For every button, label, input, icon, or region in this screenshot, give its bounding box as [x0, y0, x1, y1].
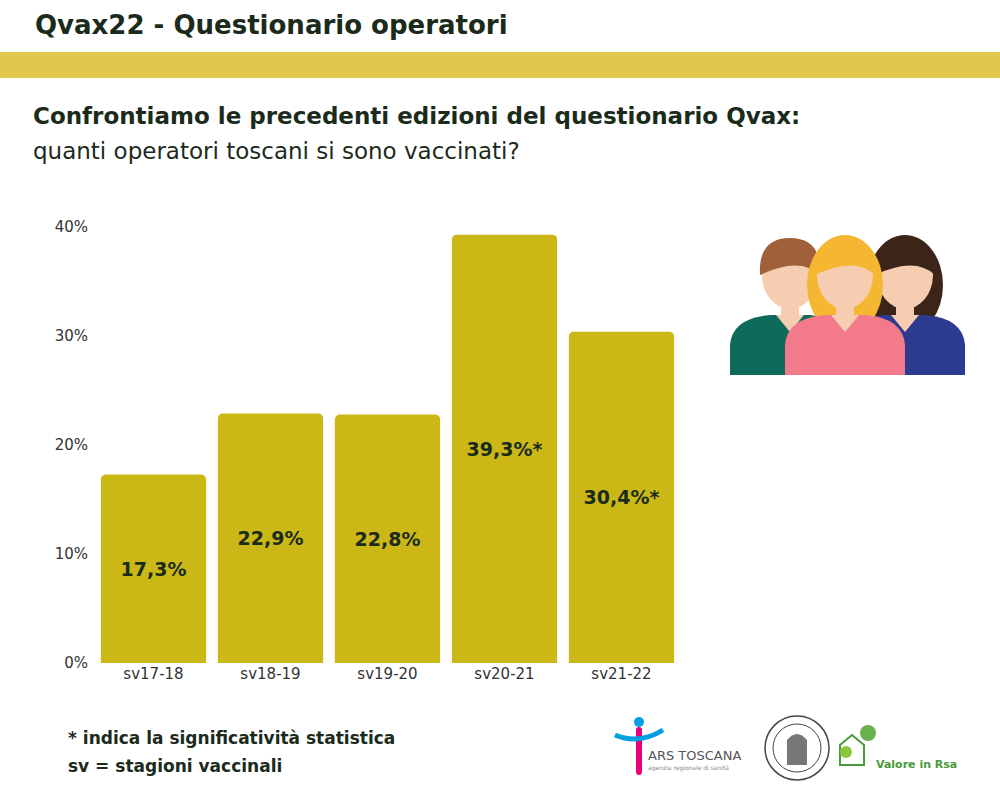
svg-text:agenzia regionale di sanità: agenzia regionale di sanità	[648, 764, 729, 772]
svg-text:22,9%: 22,9%	[238, 527, 304, 549]
svg-text:30,4%*: 30,4%*	[584, 486, 660, 508]
html-text:quanti operatori toscani si so: quanti operatori toscani si sono vaccina…	[33, 138, 520, 164]
svg-text:sv20-21: sv20-21	[474, 665, 534, 683]
svg-text:sv18-19: sv18-19	[240, 665, 300, 683]
svg-text:20%: 20%	[55, 436, 88, 454]
svg-text:sv19-20: sv19-20	[357, 665, 417, 683]
html-text:* indica la significatività st: * indica la significatività statistica	[68, 728, 396, 748]
svg-text:39,3%*: 39,3%*	[467, 438, 543, 460]
svg-text:ARS TOSCANA: ARS TOSCANA	[648, 748, 741, 763]
svg-text:sv17-18: sv17-18	[123, 665, 183, 683]
html-text:Confrontiamo le precedenti edi: Confrontiamo le precedenti edizioni del …	[33, 103, 801, 129]
svg-text:10%: 10%	[55, 545, 88, 563]
svg-text:30%: 30%	[55, 327, 88, 345]
svg-text:22,8%: 22,8%	[355, 528, 421, 550]
svg-text:40%: 40%	[55, 218, 88, 236]
html-text:sv = stagioni vaccinali: sv = stagioni vaccinali	[68, 756, 283, 776]
svg-text:sv21-22: sv21-22	[591, 665, 651, 683]
html-text:Qvax22 - Questionario operator: Qvax22 - Questionario operatori	[35, 10, 508, 40]
svg-text:0%: 0%	[64, 654, 88, 672]
svg-text:Valore in Rsa: Valore in Rsa	[876, 758, 957, 771]
svg-text:17,3%: 17,3%	[121, 558, 187, 580]
